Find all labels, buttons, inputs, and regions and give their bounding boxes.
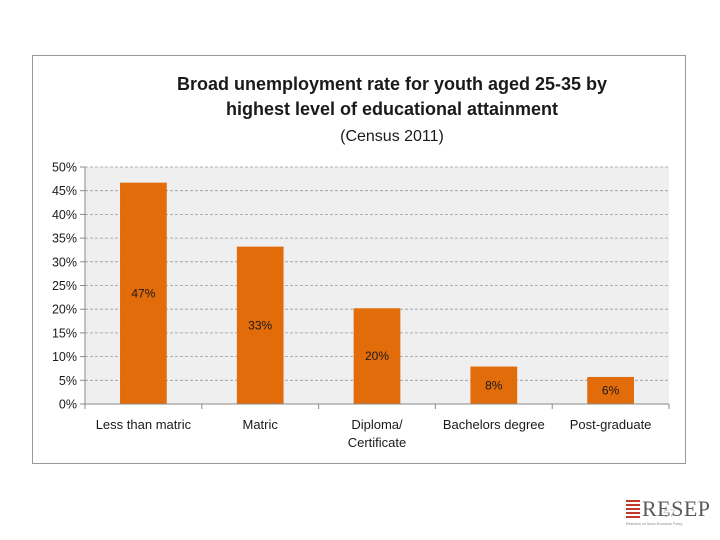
- data-label: 8%: [485, 378, 503, 392]
- logo-stripes-icon: [626, 500, 640, 520]
- y-tick-label: 20%: [52, 303, 77, 317]
- chart-title: Broad unemployment rate for youth aged 2…: [177, 74, 607, 119]
- axes: [84, 167, 670, 409]
- bar: [470, 366, 518, 404]
- y-tick-label: 40%: [52, 208, 77, 222]
- logo-text: RESEP: [642, 496, 711, 521]
- x-axis-categories: Less than matric Matric Diploma/Certificat…: [96, 417, 652, 450]
- bar: [120, 182, 167, 404]
- x-category-label: Certificate: [348, 435, 407, 450]
- logo-tagline: Research on Socio-Economic Policy: [626, 522, 683, 526]
- y-tick-label: 15%: [52, 326, 77, 340]
- y-tick-label: 0%: [59, 398, 77, 412]
- bar: [236, 246, 284, 404]
- x-category-label: Bachelors degree: [443, 417, 545, 432]
- y-tick-label: 5%: [59, 374, 77, 388]
- x-category-label: Post-graduate: [570, 417, 652, 432]
- bar: [353, 308, 401, 404]
- data-label: 47%: [131, 286, 155, 300]
- data-label: 33%: [248, 318, 272, 332]
- y-tick-label: 25%: [52, 279, 77, 293]
- x-category-label: Less than matric: [96, 417, 192, 432]
- data-label: 20%: [365, 349, 389, 363]
- y-tick-label: 45%: [52, 184, 77, 198]
- x-category-label: Diploma/: [351, 417, 403, 432]
- y-tick-label: 35%: [52, 232, 77, 246]
- chart-frame: Broad unemployment rate for youth aged 2…: [32, 55, 686, 464]
- chart-title-line: Broad unemployment rate for youth aged 2…: [177, 74, 607, 94]
- bar: [587, 376, 634, 404]
- data-labels: 47% 33% 20% 8% 6%: [131, 286, 619, 397]
- resep-logo: RESEP Research on Socio-Economic Policy: [626, 496, 710, 527]
- bars: [120, 182, 634, 404]
- data-label: 6%: [602, 383, 620, 397]
- bar-chart: Broad unemployment rate for youth aged 2…: [52, 74, 670, 450]
- chart-subtitle: (Census 2011): [340, 128, 444, 145]
- page-number: 57: [663, 508, 676, 520]
- x-category-label: Matric: [243, 417, 279, 432]
- chart-title-line: highest level of educational attainment: [226, 99, 558, 119]
- y-tick-label: 10%: [52, 350, 77, 364]
- y-tick-label: 50%: [52, 161, 77, 175]
- y-tick-label: 30%: [52, 255, 77, 269]
- y-axis-ticks: 0% 5% 10% 15% 20% 25% 30% 35% 40% 45% 50%: [52, 161, 85, 412]
